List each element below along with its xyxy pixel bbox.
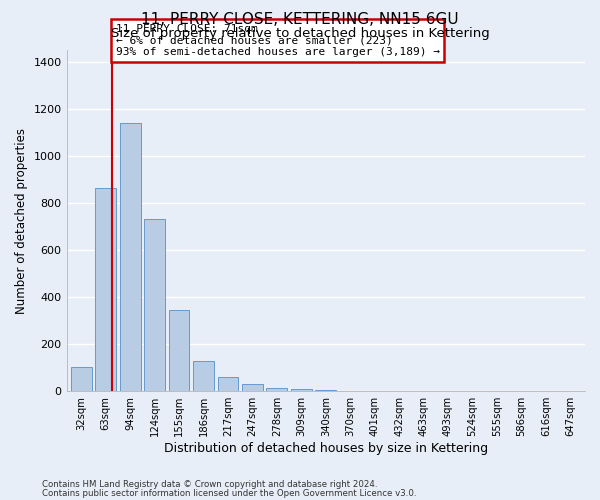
Bar [266, 388, 287, 391]
Y-axis label: Number of detached properties: Number of detached properties [15, 128, 28, 314]
Text: 11 PERRY CLOSE: 71sqm
← 6% of detached houses are smaller (223)
93% of semi-deta: 11 PERRY CLOSE: 71sqm ← 6% of detached h… [116, 24, 440, 57]
Bar [291, 389, 312, 391]
Bar [120, 123, 140, 391]
Text: 11, PERRY CLOSE, KETTERING, NN15 6GU: 11, PERRY CLOSE, KETTERING, NN15 6GU [141, 12, 459, 28]
Text: Contains public sector information licensed under the Open Government Licence v3: Contains public sector information licen… [42, 488, 416, 498]
Bar [95, 188, 116, 391]
Bar [193, 360, 214, 391]
Text: Contains HM Land Registry data © Crown copyright and database right 2024.: Contains HM Land Registry data © Crown c… [42, 480, 377, 489]
Bar [71, 366, 92, 391]
Text: Size of property relative to detached houses in Kettering: Size of property relative to detached ho… [110, 28, 490, 40]
Bar [218, 377, 238, 391]
Bar [144, 220, 165, 391]
Bar [242, 384, 263, 391]
Bar [169, 310, 190, 391]
X-axis label: Distribution of detached houses by size in Kettering: Distribution of detached houses by size … [164, 442, 488, 455]
Bar [316, 390, 336, 391]
